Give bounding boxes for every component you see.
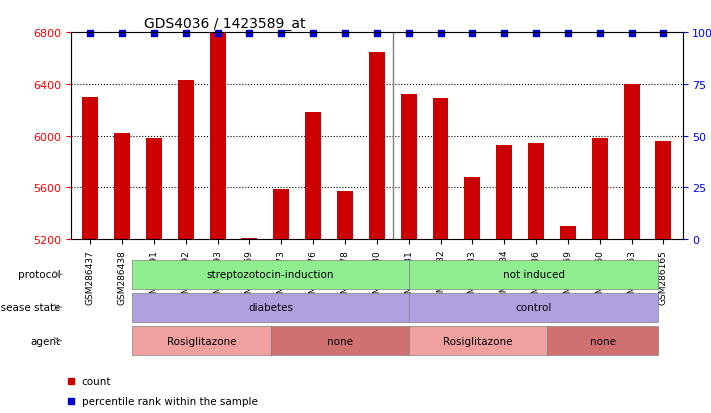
Bar: [656, 141, 671, 240]
FancyBboxPatch shape: [409, 260, 658, 289]
Bar: [210, 33, 225, 240]
Text: control: control: [515, 303, 552, 313]
Bar: [242, 238, 257, 240]
Text: streptozotocin-induction: streptozotocin-induction: [207, 270, 334, 280]
Text: count: count: [82, 376, 111, 386]
Text: percentile rank within the sample: percentile rank within the sample: [82, 396, 257, 406]
Text: none: none: [327, 336, 353, 346]
Text: Rosiglitazone: Rosiglitazone: [166, 336, 236, 346]
FancyBboxPatch shape: [132, 326, 271, 355]
Text: agent: agent: [31, 336, 60, 346]
Bar: [337, 192, 353, 240]
Bar: [178, 81, 193, 240]
Bar: [432, 99, 449, 240]
Text: disease state: disease state: [0, 303, 60, 313]
Bar: [401, 95, 417, 240]
Bar: [464, 178, 481, 240]
Bar: [528, 144, 544, 240]
Bar: [592, 139, 608, 240]
Bar: [496, 145, 512, 240]
Text: diabetes: diabetes: [248, 303, 293, 313]
Bar: [560, 227, 576, 240]
Bar: [114, 134, 130, 240]
Text: Rosiglitazone: Rosiglitazone: [444, 336, 513, 346]
Bar: [624, 85, 640, 240]
Bar: [146, 139, 162, 240]
Text: GDS4036 / 1423589_at: GDS4036 / 1423589_at: [144, 17, 306, 31]
Bar: [305, 113, 321, 240]
FancyBboxPatch shape: [409, 326, 547, 355]
Text: protocol: protocol: [18, 270, 60, 280]
FancyBboxPatch shape: [271, 326, 409, 355]
FancyBboxPatch shape: [409, 293, 658, 322]
FancyBboxPatch shape: [547, 326, 658, 355]
Text: not induced: not induced: [503, 270, 565, 280]
Text: none: none: [589, 336, 616, 346]
Bar: [273, 189, 289, 240]
Bar: [82, 97, 98, 240]
Bar: [369, 52, 385, 240]
FancyBboxPatch shape: [132, 293, 409, 322]
FancyBboxPatch shape: [132, 260, 409, 289]
